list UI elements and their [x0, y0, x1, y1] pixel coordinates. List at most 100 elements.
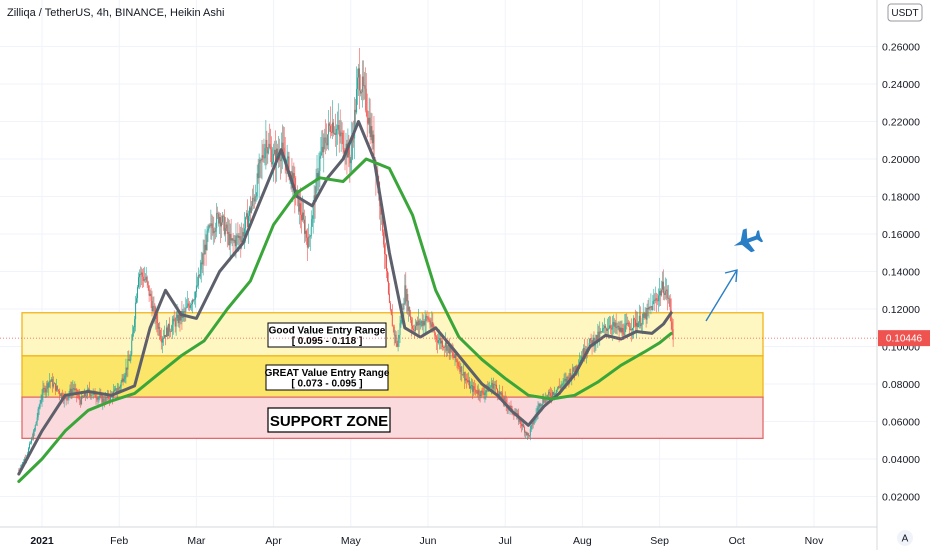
- candle-body: [580, 356, 582, 360]
- candle-body: [157, 322, 159, 329]
- candle-body: [119, 386, 121, 389]
- candle-body: [308, 236, 310, 238]
- candle-body: [136, 298, 138, 303]
- annotations: Good Value Entry Range [ 0.095 - 0.118 ]…: [265, 228, 764, 433]
- great-range-label-box: [265, 364, 389, 391]
- candle-body: [134, 319, 136, 328]
- candle-body: [228, 231, 230, 246]
- candle-body: [75, 388, 77, 390]
- candle-body: [280, 150, 282, 162]
- candle-body: [501, 392, 503, 399]
- candle-body: [530, 425, 532, 430]
- candle-body: [53, 383, 55, 387]
- candle-body: [52, 379, 54, 387]
- candle-body: [387, 281, 389, 294]
- candle-body: [651, 306, 653, 310]
- candle-body: [446, 345, 448, 351]
- candle-body: [324, 137, 326, 139]
- candle-body: [65, 397, 67, 399]
- candle-body: [58, 390, 60, 395]
- candle-body: [591, 340, 593, 346]
- candle-body: [332, 122, 334, 134]
- candle-body: [107, 394, 109, 399]
- candle-body: [147, 281, 149, 286]
- candle-body: [273, 154, 275, 162]
- candle-body: [603, 327, 605, 329]
- candle-body: [435, 335, 437, 337]
- candle-body: [22, 462, 24, 465]
- candle-body: [413, 328, 415, 331]
- candle-body: [82, 396, 84, 398]
- candle-body: [458, 365, 460, 368]
- candle-body: [428, 319, 430, 321]
- candle-body: [254, 196, 256, 202]
- candle-body: [495, 384, 497, 386]
- candle-body: [365, 88, 367, 111]
- candle-body: [260, 159, 262, 161]
- candle-body: [148, 285, 150, 296]
- candle-body: [259, 159, 261, 164]
- x-tick-label: Jul: [498, 535, 511, 547]
- candle-body: [27, 448, 29, 454]
- candle-body: [218, 213, 220, 224]
- candle-body: [544, 401, 546, 403]
- candle-body: [432, 322, 434, 330]
- candle-body: [452, 352, 454, 356]
- candle-body: [293, 173, 295, 178]
- candle-body: [361, 76, 363, 93]
- candle-body: [549, 391, 551, 394]
- candle-body: [633, 318, 635, 329]
- candle-body: [528, 435, 530, 437]
- candle-body: [275, 149, 277, 166]
- candle-body: [192, 299, 194, 304]
- candle-body: [527, 433, 529, 436]
- candle-body: [538, 404, 540, 408]
- candle-body: [364, 85, 366, 89]
- candle-body: [98, 397, 100, 399]
- candle-body: [652, 301, 654, 310]
- candle-body: [247, 213, 249, 227]
- candle-body: [248, 207, 250, 216]
- candle-body: [166, 327, 168, 337]
- candle-body: [325, 137, 327, 144]
- auto-scale-label: A: [902, 534, 909, 545]
- support-zone-label-box: [267, 407, 391, 433]
- candle-body: [248, 215, 250, 227]
- candle-body: [424, 321, 426, 326]
- candle-body: [338, 125, 340, 131]
- candle-body: [328, 123, 330, 135]
- candle-body: [127, 359, 129, 370]
- candle-body: [627, 322, 629, 324]
- candle-body: [232, 238, 234, 241]
- y-tick-label: 0.14000: [882, 267, 920, 279]
- candle-body: [353, 138, 355, 140]
- candle-body: [95, 396, 97, 399]
- candle-body: [356, 88, 358, 113]
- candle-body: [600, 331, 602, 332]
- candle-body: [167, 323, 169, 337]
- y-tick-label: 0.22000: [882, 117, 920, 129]
- candle-body: [331, 131, 332, 133]
- candle-body: [595, 335, 597, 343]
- currency-button[interactable]: USDT: [887, 3, 923, 22]
- candle-body: [443, 347, 445, 348]
- candle-body: [240, 239, 242, 243]
- candle-body: [390, 309, 392, 315]
- candle-body: [170, 330, 172, 332]
- candle-body: [222, 215, 224, 217]
- candle-body: [423, 321, 425, 326]
- candle-body: [175, 318, 177, 327]
- candle-body: [115, 388, 117, 393]
- auto-scale-button[interactable]: A: [897, 530, 913, 546]
- candle-body: [283, 147, 285, 157]
- candle-body: [235, 236, 237, 247]
- candle-body: [451, 351, 453, 353]
- candle-body: [267, 150, 269, 154]
- candle-body: [99, 395, 101, 398]
- candle-body: [517, 413, 519, 415]
- x-tick-label: Mar: [187, 535, 206, 547]
- candle-body: [29, 442, 31, 444]
- candle-body: [126, 367, 128, 370]
- candle-body: [343, 149, 345, 153]
